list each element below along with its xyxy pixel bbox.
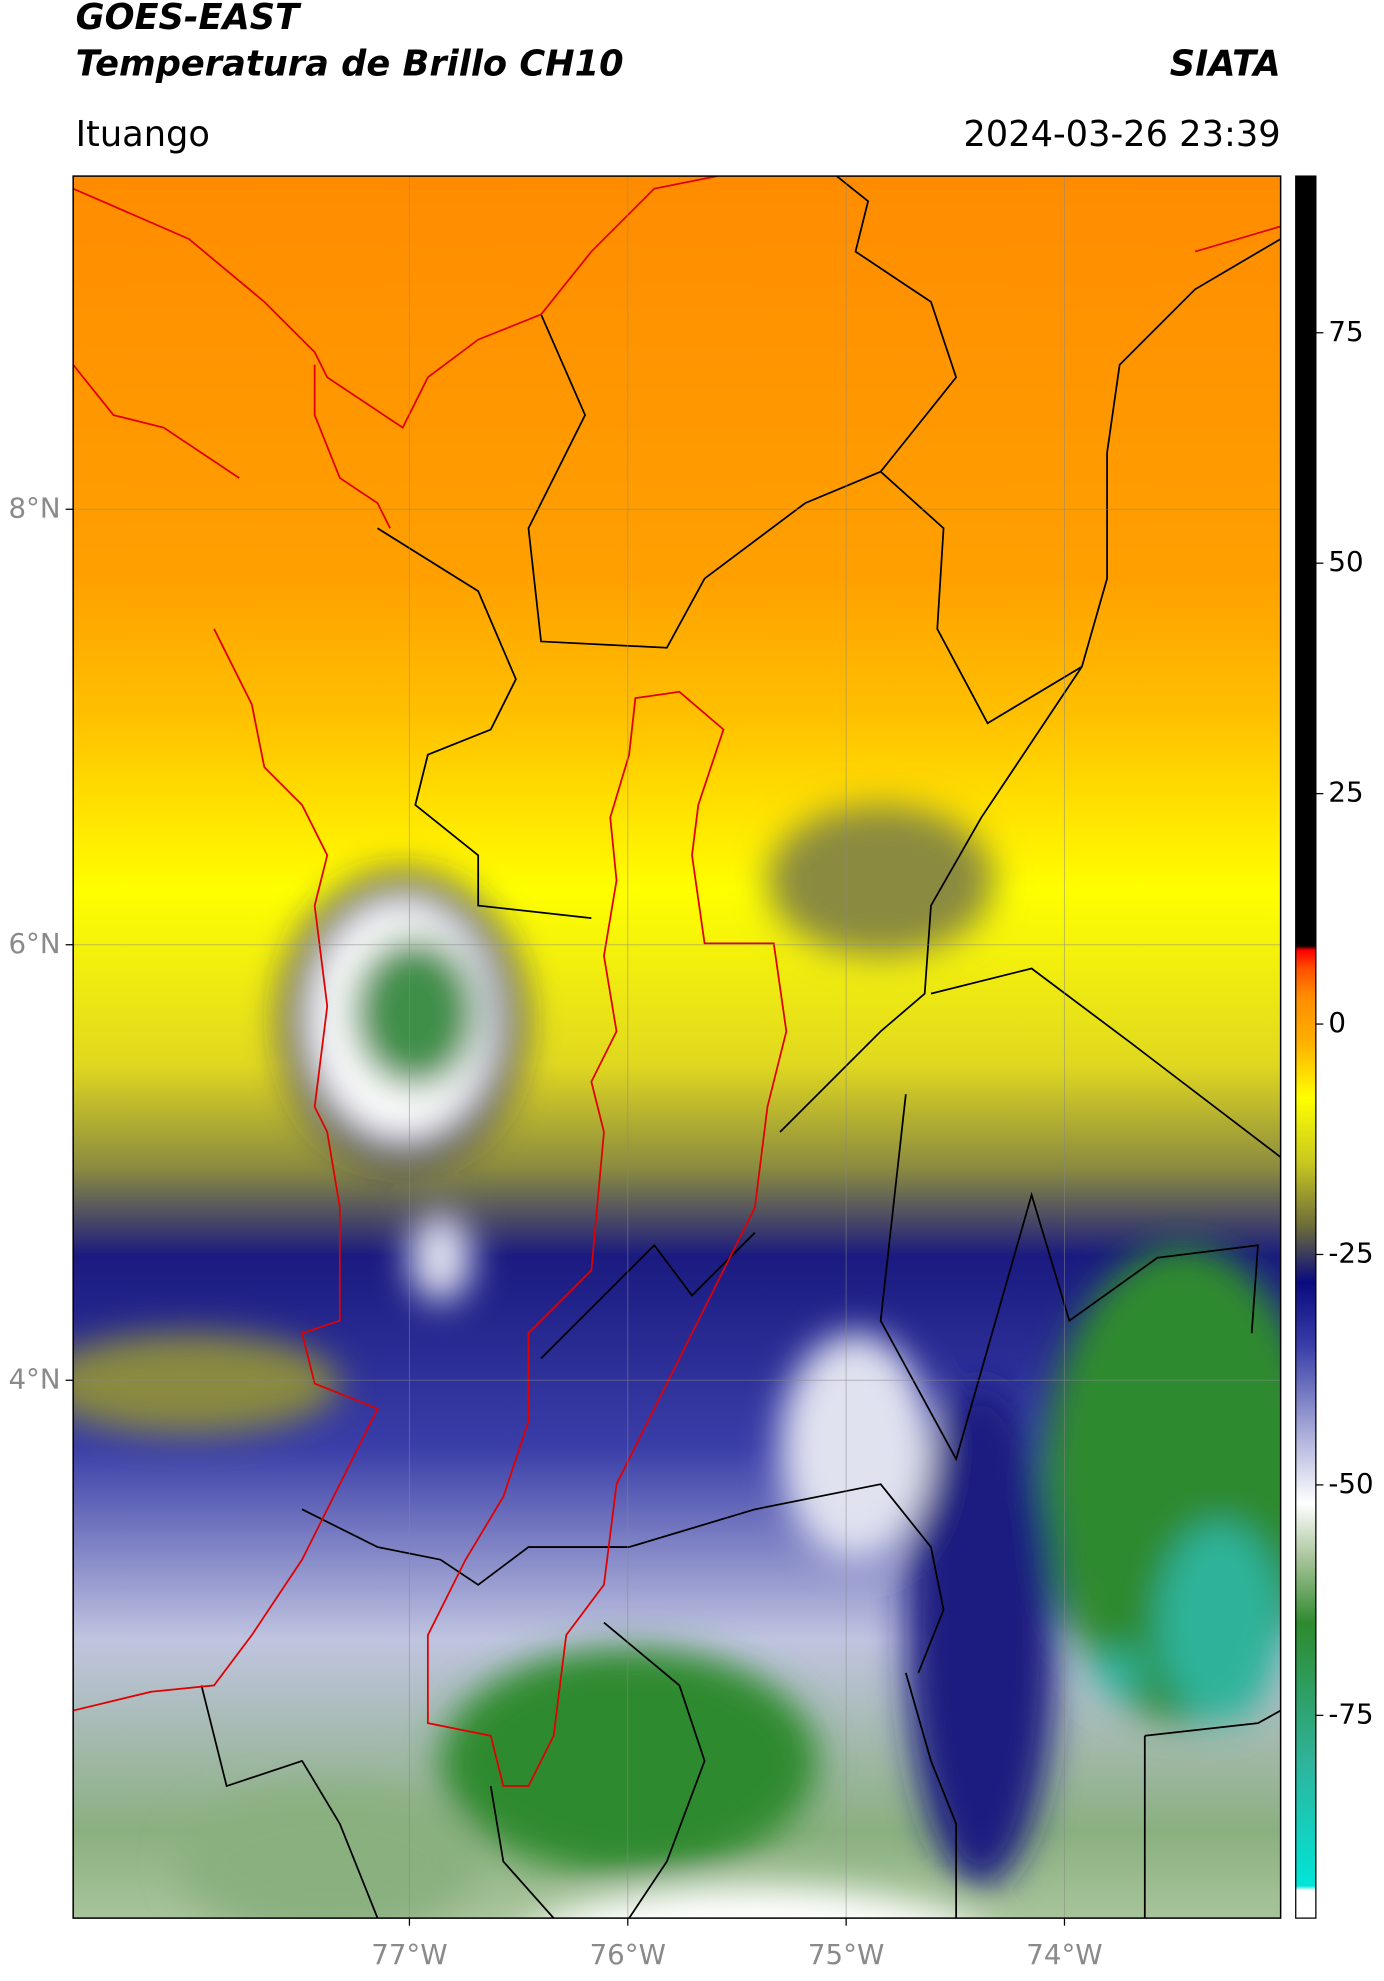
x-tick-label: 76°W [590,1938,666,1971]
y-tick-label: 6°N [8,927,60,960]
satellite-image [73,176,1281,1919]
colorbar-tick-label: 75 [1328,315,1363,348]
x-tick-label: 75°W [808,1938,884,1971]
colorbar-tick-label: 0 [1328,1006,1346,1039]
x-tick-label: 77°W [371,1938,447,1971]
colorbar-tick-label: 50 [1328,545,1363,578]
x-tick-label: 74°W [1026,1938,1102,1971]
map-frame [72,175,1282,1919]
source: SIATA [1170,43,1281,84]
datetime: 2024-03-26 23:39 [963,114,1280,155]
colorbar [1295,175,1317,1919]
colorbar-tick-label: -25 [1328,1236,1373,1269]
y-tick-label: 8°N [8,491,60,524]
colorbar-tick-label: -75 [1328,1697,1373,1730]
colorbar-tick-label: 25 [1328,776,1363,809]
colorbar-tick-label: -50 [1328,1467,1373,1500]
product: Temperatura de Brillo CH10 [76,43,624,84]
y-tick-label: 4°N [8,1362,60,1395]
location: Ituango [76,114,210,155]
satellite: GOES-EAST [76,0,302,38]
grid [73,176,1281,1919]
